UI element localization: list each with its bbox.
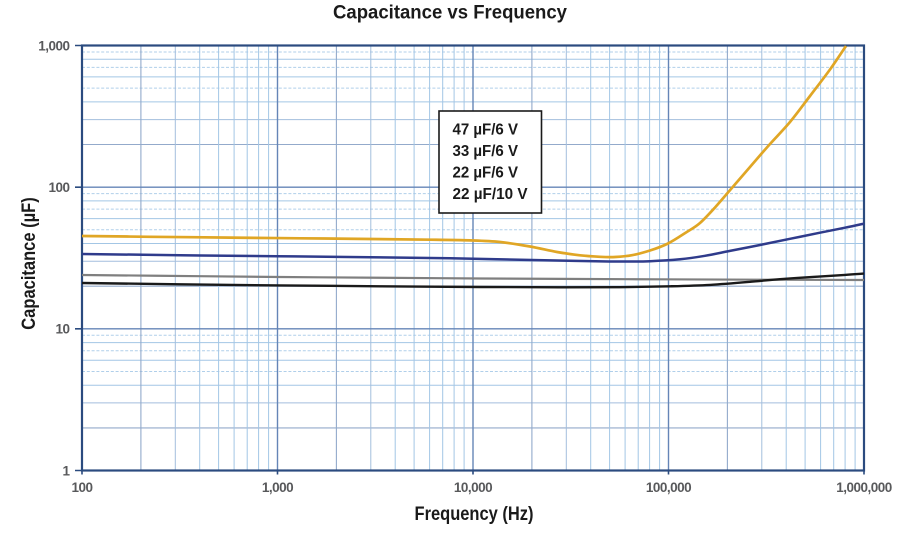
svg-text:1: 1: [62, 463, 70, 478]
svg-text:1,000: 1,000: [38, 38, 69, 53]
svg-text:Capacitance vs Frequency: Capacitance vs Frequency: [333, 1, 567, 23]
svg-text:10,000: 10,000: [454, 480, 492, 495]
svg-text:Capacitance (µF): Capacitance (µF): [18, 197, 40, 330]
svg-text:22 µF/10 V: 22 µF/10 V: [453, 186, 529, 203]
svg-text:10: 10: [55, 322, 69, 337]
svg-text:1,000,000: 1,000,000: [836, 480, 892, 495]
svg-text:33 µF/6 V: 33 µF/6 V: [453, 143, 519, 160]
svg-text:100: 100: [48, 180, 69, 195]
svg-text:1,000: 1,000: [262, 480, 293, 495]
svg-text:100,000: 100,000: [646, 480, 691, 495]
svg-text:100: 100: [71, 480, 92, 495]
svg-text:22 µF/6 V: 22 µF/6 V: [453, 165, 519, 182]
svg-text:47 µF/6 V: 47 µF/6 V: [453, 122, 519, 139]
svg-text:Frequency (Hz): Frequency (Hz): [415, 503, 534, 525]
